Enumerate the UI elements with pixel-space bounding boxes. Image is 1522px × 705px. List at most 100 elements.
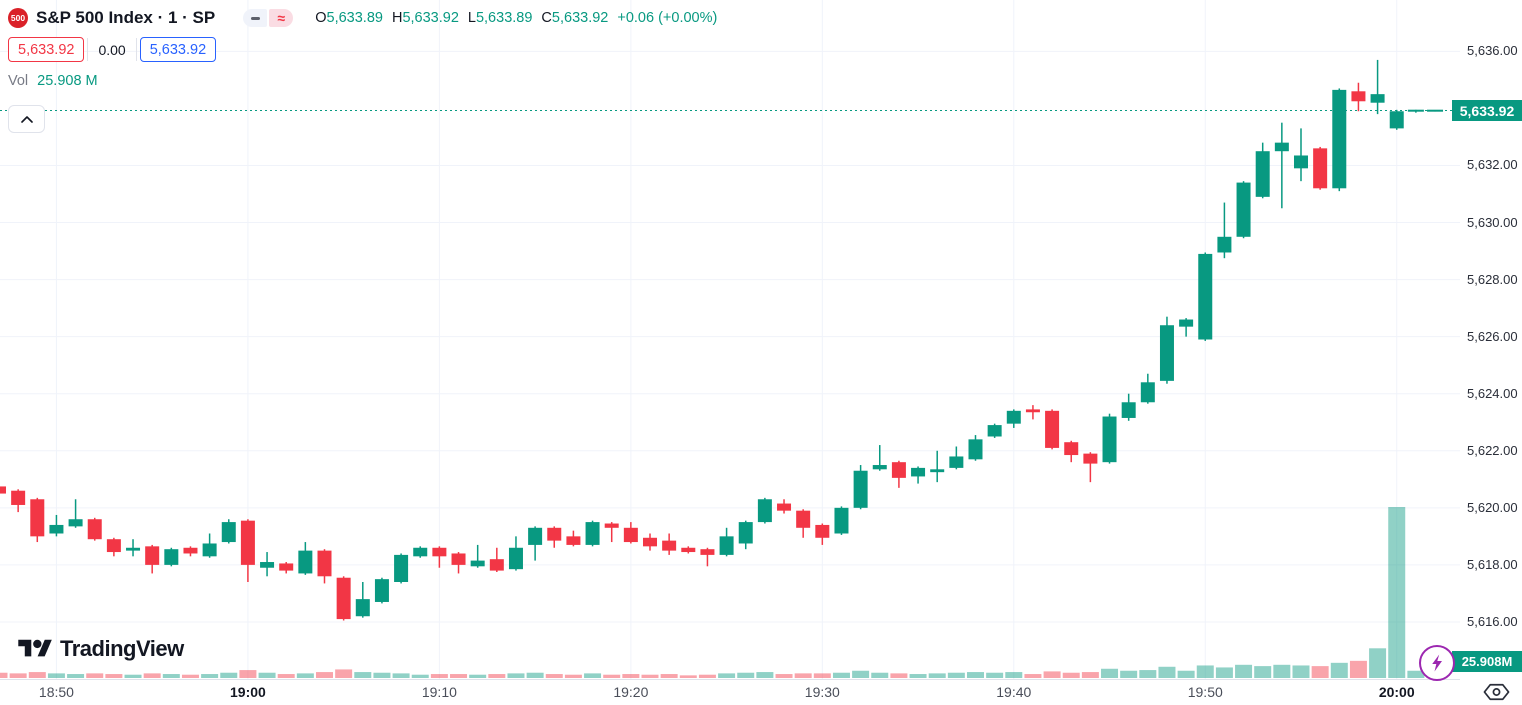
volume-bar [832, 672, 850, 678]
candle-body [1140, 382, 1155, 403]
candle-body [623, 527, 638, 543]
volume-bar [622, 674, 640, 678]
volume-bar [450, 674, 468, 678]
candle-body [164, 549, 179, 565]
tradingview-logo[interactable]: TradingView [18, 636, 184, 662]
volume-bar [86, 673, 104, 678]
volume-bar [1120, 670, 1138, 678]
volume-bar [315, 672, 333, 678]
price-tick-label: 5,628.00 [1467, 271, 1518, 287]
price-tick-label: 5,636.00 [1467, 43, 1518, 59]
volume-row: Vol 25.908 M [8, 73, 717, 89]
candle-body [1045, 410, 1060, 448]
volume-bar [335, 669, 353, 678]
candle-body [642, 537, 657, 547]
volume-label: Vol [8, 73, 29, 89]
volume-bar [9, 673, 27, 678]
volume-bar [143, 673, 161, 678]
volume-bar [1254, 666, 1272, 678]
candle-body [1370, 94, 1385, 103]
time-tick-label: 20:00 [1378, 684, 1415, 700]
volume-bar [1101, 668, 1119, 678]
volume-bar [947, 672, 965, 678]
volume-bar [28, 672, 46, 678]
volume-bar [852, 670, 870, 678]
candle-body [872, 465, 887, 470]
low-label: L [467, 10, 476, 26]
tradingview-logo-text: TradingView [60, 636, 184, 661]
candle-body [30, 499, 45, 537]
volume-bar [564, 674, 582, 678]
volume-bar [411, 674, 429, 678]
ohlc-readout: O 5,633.89 H 5,633.92 L 5,633.89 C 5,633… [315, 10, 717, 26]
candle-body [1102, 416, 1117, 463]
volume-bar [1349, 660, 1367, 678]
market-status-approx-icon: ≈ [269, 9, 294, 27]
candle-body [0, 486, 6, 494]
volume-bar [430, 674, 448, 678]
candle-body [451, 553, 466, 565]
volume-bar [794, 673, 812, 678]
volume-value-badge: 25.908M [1452, 651, 1522, 672]
time-tick-label: 19:30 [804, 684, 840, 700]
candle-body [891, 462, 906, 478]
volume-bar [201, 674, 219, 678]
volume-bar [698, 674, 716, 678]
candle-body [911, 467, 926, 477]
volume-bar [1139, 670, 1157, 678]
price-tick-label: 5,618.00 [1467, 556, 1518, 572]
volume-bar [660, 674, 678, 678]
candle-body [317, 550, 332, 577]
candle-body [1351, 91, 1366, 102]
candle-body [1389, 111, 1404, 129]
candle-body [1217, 236, 1232, 253]
market-status-pill[interactable]: ≈ [243, 9, 294, 27]
candle-body [394, 554, 409, 582]
symbol-title[interactable]: S&P 500 Index · 1 · SP [36, 8, 216, 27]
volume-bar [277, 674, 295, 678]
candle-body [489, 559, 504, 571]
change-value: +0.06 (+0.00%) [617, 10, 718, 26]
time-tick-label: 18:50 [38, 684, 74, 700]
candle-body [106, 539, 121, 553]
candle-body [221, 522, 236, 543]
volume-bar [1158, 666, 1176, 678]
candle-body [240, 520, 255, 565]
symbol-logo-icon[interactable]: 500 [8, 8, 28, 28]
volume-bar [890, 673, 908, 678]
candle-body [566, 536, 581, 545]
current-price-line [0, 110, 1460, 112]
price-tick-label: 5,622.00 [1467, 442, 1518, 458]
chart-plot[interactable] [0, 0, 1460, 679]
candle-body [126, 547, 141, 551]
low-value: 5,633.89 [475, 10, 533, 26]
candle-body [508, 547, 523, 570]
time-axis[interactable]: 18:50 19:00 19:10 19:20 19:30 19:40 19:50 20:00 [0, 680, 1460, 705]
price-tick-label: 5,620.00 [1467, 499, 1518, 515]
buy-price-button[interactable]: 5,633.92 [139, 37, 217, 62]
candle-body [202, 543, 217, 557]
tradingview-mark-icon [18, 639, 52, 657]
sell-price-button[interactable]: 5,633.92 [8, 37, 85, 62]
candle-body [1313, 148, 1328, 189]
volume-value: 25.908 M [37, 73, 98, 89]
volume-bar [488, 674, 506, 678]
volume-bar [181, 674, 199, 678]
candle-body [1006, 410, 1021, 424]
candle-body [987, 425, 1002, 437]
volume-bar [813, 673, 831, 678]
close-value: 5,633.92 [551, 10, 609, 26]
candle-body [1083, 453, 1098, 464]
candle-body [700, 549, 715, 555]
object-tree-button[interactable] [1483, 683, 1510, 705]
volume-bar [296, 673, 314, 678]
collapse-legend-button[interactable] [8, 105, 45, 133]
lightning-button[interactable] [1419, 645, 1455, 681]
time-tick-label: 19:40 [996, 684, 1032, 700]
candle-body [1064, 442, 1079, 456]
candle-body [145, 546, 160, 565]
candle-body [470, 560, 485, 567]
hexagon-eye-icon [1483, 683, 1510, 701]
volume-bar [507, 673, 525, 678]
chart-plot-area[interactable] [0, 0, 1460, 679]
